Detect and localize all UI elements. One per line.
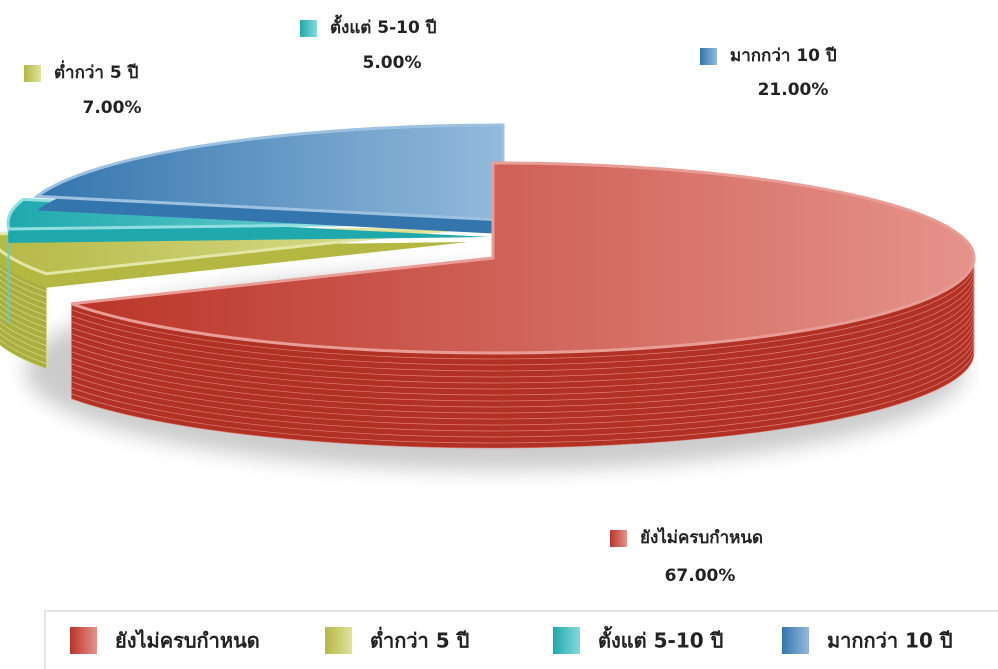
side-line bbox=[71, 287, 975, 384]
label-swatch bbox=[610, 530, 627, 547]
side-line bbox=[0, 339, 47, 365]
side-line bbox=[0, 279, 47, 305]
side-line bbox=[71, 281, 975, 378]
value-label: 21.00% bbox=[758, 80, 829, 100]
side-line bbox=[71, 341, 975, 438]
side-line bbox=[7, 282, 10, 290]
side-line bbox=[71, 263, 975, 360]
side-line bbox=[7, 270, 10, 278]
side-line bbox=[0, 297, 47, 323]
legend-label: ยังไม่ครบกำหนด bbox=[115, 629, 260, 653]
slice bbox=[32, 123, 505, 222]
legend-swatch bbox=[553, 627, 580, 654]
slice-label: ตั้งแต่ 5-10 ปี bbox=[330, 14, 437, 38]
legend-box bbox=[44, 610, 998, 669]
side-line bbox=[7, 240, 10, 248]
slice-label: มากกว่า 10 ปี bbox=[730, 45, 837, 66]
side-line bbox=[71, 335, 975, 432]
side-line bbox=[0, 273, 47, 299]
side-line bbox=[71, 329, 975, 426]
side-line bbox=[71, 311, 975, 408]
label-swatch bbox=[300, 20, 317, 37]
label-swatch bbox=[24, 65, 41, 82]
side-line bbox=[0, 285, 47, 311]
legend-swatch bbox=[70, 627, 97, 654]
side-line bbox=[7, 276, 10, 284]
side-line bbox=[7, 312, 10, 320]
value-label: 7.00% bbox=[83, 98, 142, 118]
side-line bbox=[0, 309, 47, 335]
label-swatch bbox=[700, 48, 717, 65]
side-line bbox=[7, 306, 10, 314]
side-line bbox=[0, 291, 47, 317]
side-line bbox=[71, 305, 975, 402]
value-label: 67.00% bbox=[665, 566, 736, 586]
slice-label: ยังไม่ครบกำหนด bbox=[640, 527, 763, 548]
side-line bbox=[0, 333, 47, 359]
legend-swatch bbox=[325, 627, 352, 654]
legend-label: มากกว่า 10 ปี bbox=[827, 629, 953, 653]
side-line bbox=[7, 252, 10, 260]
side-line bbox=[71, 299, 975, 396]
legend-label: ต่ำกว่า 5 ปี bbox=[370, 626, 469, 653]
side-line bbox=[71, 347, 975, 444]
side-line bbox=[7, 264, 10, 272]
side-line bbox=[71, 293, 975, 390]
legend-label: ตั้งแต่ 5-10 ปี bbox=[598, 626, 723, 653]
side-line bbox=[71, 275, 975, 372]
side-line bbox=[0, 303, 47, 329]
side-line bbox=[71, 317, 975, 414]
side-line bbox=[7, 294, 10, 302]
slice-label: ต่ำกว่า 5 ปี bbox=[54, 60, 139, 83]
side-line bbox=[0, 327, 47, 353]
side-line bbox=[7, 246, 10, 254]
slice bbox=[70, 161, 976, 355]
side-line bbox=[7, 300, 10, 308]
side-line bbox=[0, 267, 47, 293]
side-line bbox=[7, 288, 10, 296]
side-line bbox=[71, 323, 975, 420]
side-line bbox=[7, 258, 10, 266]
side-line bbox=[71, 269, 975, 366]
value-label: 5.00% bbox=[363, 53, 422, 73]
side-line bbox=[0, 315, 47, 341]
side-line bbox=[0, 321, 47, 347]
legend-swatch bbox=[782, 627, 809, 654]
